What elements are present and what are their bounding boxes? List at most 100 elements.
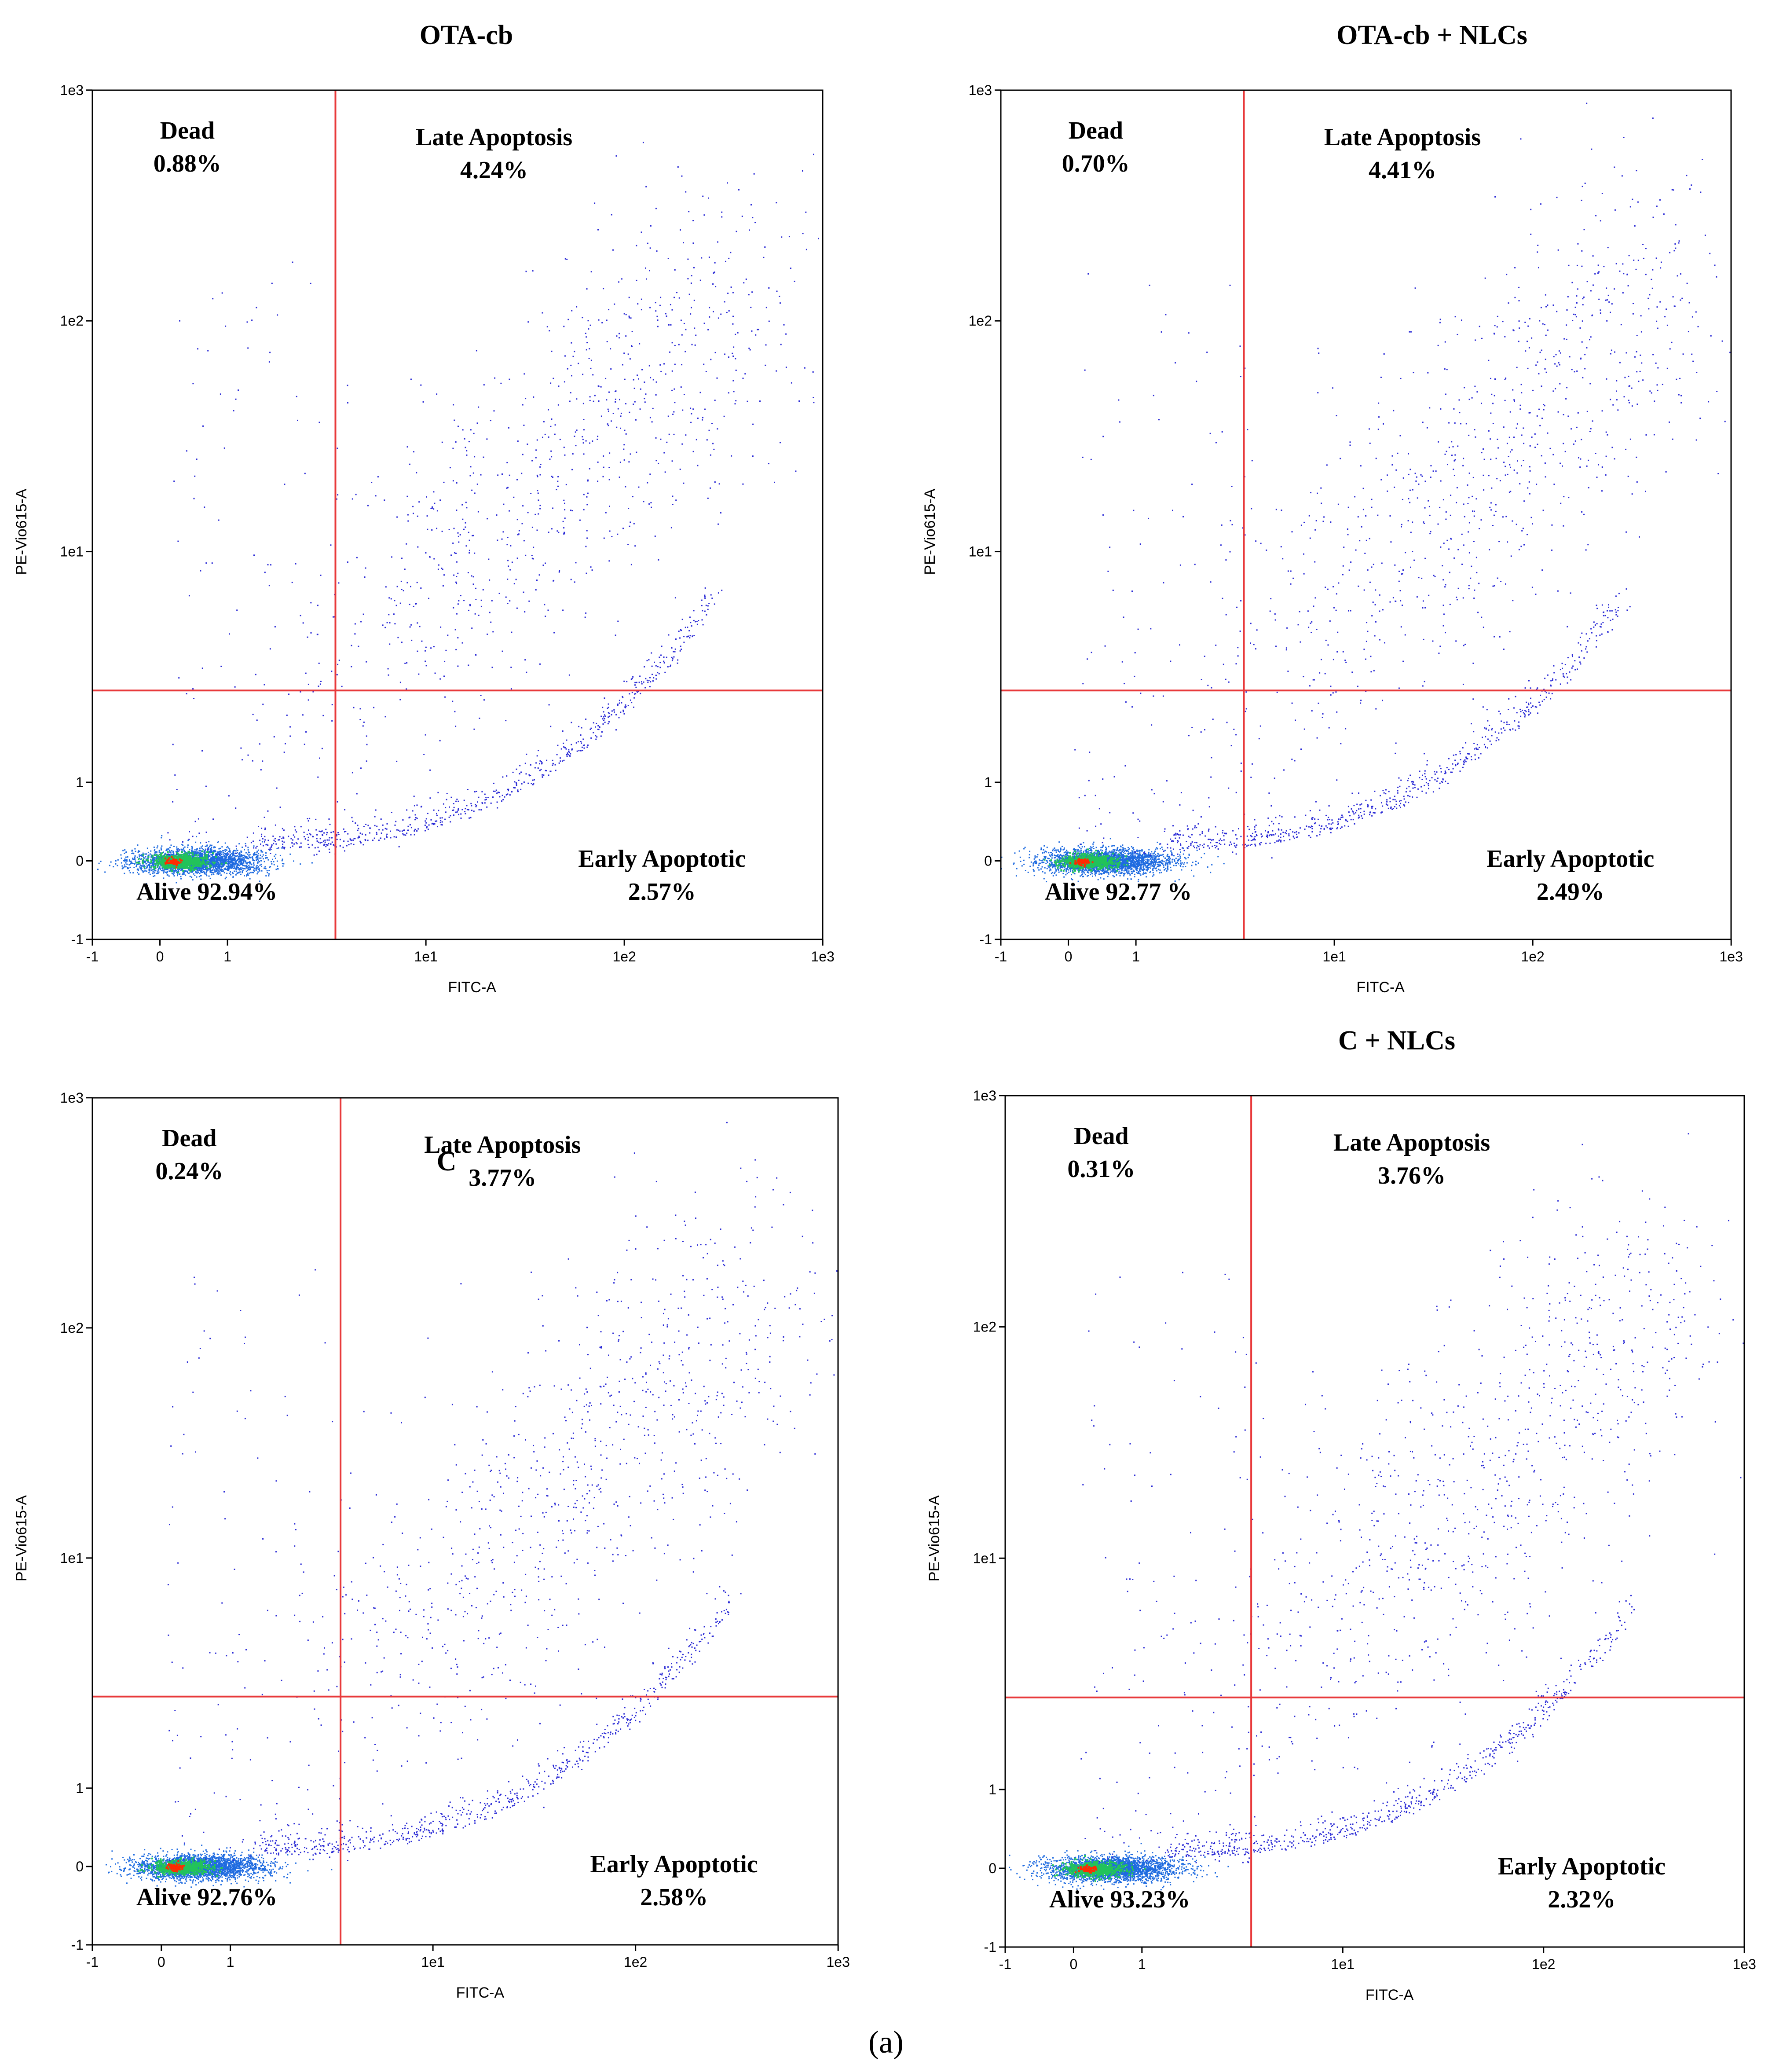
event-dot — [222, 865, 224, 867]
event-dot — [219, 858, 220, 860]
event-dot — [233, 862, 234, 864]
event-dot — [211, 562, 213, 564]
event-dot — [622, 528, 624, 529]
event-dot — [438, 564, 439, 566]
event-dot — [594, 202, 596, 204]
event-dot — [461, 642, 463, 644]
event-dot — [177, 873, 179, 875]
event-dot — [856, 122, 857, 124]
event-dot — [681, 649, 682, 650]
event-dot — [490, 802, 492, 804]
event-dot — [608, 712, 609, 714]
event-dot — [620, 415, 622, 417]
event-dot — [516, 607, 518, 609]
event-dot — [326, 832, 328, 833]
event-dot — [425, 660, 426, 662]
event-dot — [201, 845, 203, 847]
event-dot — [674, 648, 676, 650]
event-dot — [187, 872, 188, 873]
event-dot — [391, 812, 392, 813]
event-dot — [597, 436, 599, 437]
event-dot — [289, 853, 291, 855]
event-dot — [453, 528, 455, 529]
event-dot — [651, 506, 652, 508]
event-dot — [540, 464, 542, 465]
event-dot — [142, 852, 144, 854]
event-dot — [205, 861, 206, 862]
event-dot — [844, 239, 846, 241]
event-dot — [201, 850, 202, 852]
event-dot — [683, 242, 684, 244]
event-dot — [266, 870, 268, 872]
event-dot — [425, 650, 426, 652]
event-dot — [615, 729, 617, 731]
event-dot — [146, 859, 148, 861]
event-dot — [643, 681, 644, 683]
event-dot — [712, 283, 714, 285]
event-dot — [213, 865, 215, 867]
event-dot — [229, 848, 231, 850]
event-dot — [460, 818, 462, 819]
event-dot — [281, 860, 283, 862]
event-dot — [357, 837, 359, 839]
event-dot — [253, 862, 255, 864]
event-dot — [453, 404, 454, 406]
event-dot — [633, 388, 635, 389]
event-dot — [240, 860, 242, 862]
event-dot — [708, 257, 710, 258]
event-dot — [242, 871, 243, 872]
event-dot — [344, 831, 345, 832]
event-dot — [194, 854, 197, 856]
event-dot — [398, 846, 400, 847]
event-dot — [470, 803, 472, 804]
event-dot — [196, 862, 198, 864]
event-dot — [200, 856, 202, 858]
event-dot — [205, 855, 206, 857]
event-dot — [253, 847, 255, 849]
event-dot — [443, 574, 445, 576]
event-dot — [199, 852, 201, 854]
event-dot — [173, 855, 176, 857]
event-dot — [243, 860, 245, 862]
event-dot — [245, 857, 247, 859]
event-dot — [457, 637, 459, 638]
event-dot — [520, 771, 522, 773]
event-dot — [634, 545, 636, 547]
event-dot — [272, 835, 274, 837]
event-dot — [484, 802, 486, 804]
event-dot — [497, 807, 498, 809]
event-dot — [196, 849, 198, 851]
event-dot — [245, 866, 247, 868]
event-dot — [329, 851, 330, 853]
event-dot — [674, 388, 675, 390]
event-dot — [307, 843, 309, 845]
event-dot — [270, 848, 272, 850]
event-dot — [278, 839, 280, 841]
event-dot — [139, 861, 141, 862]
event-dot — [608, 425, 609, 426]
event-dot — [181, 854, 183, 856]
event-dot — [637, 691, 638, 693]
event-dot — [783, 324, 785, 326]
event-dot — [569, 752, 570, 753]
event-dot — [578, 363, 579, 364]
event-dot — [180, 876, 182, 877]
event-dot — [205, 861, 208, 863]
event-dot — [203, 872, 205, 873]
event-dot — [509, 794, 511, 796]
event-dot — [212, 861, 214, 863]
event-dot — [683, 323, 685, 324]
event-dot — [223, 852, 225, 854]
event-dot — [431, 507, 433, 509]
event-dot — [265, 855, 267, 856]
event-dot — [209, 869, 211, 870]
event-dot — [124, 860, 126, 862]
event-dot — [275, 854, 277, 855]
event-dot — [518, 779, 520, 781]
event-dot — [184, 854, 186, 857]
event-dot — [160, 854, 162, 857]
event-dot — [652, 379, 654, 381]
event-dot — [137, 872, 138, 873]
event-dot — [200, 878, 202, 880]
event-dot — [207, 858, 209, 860]
